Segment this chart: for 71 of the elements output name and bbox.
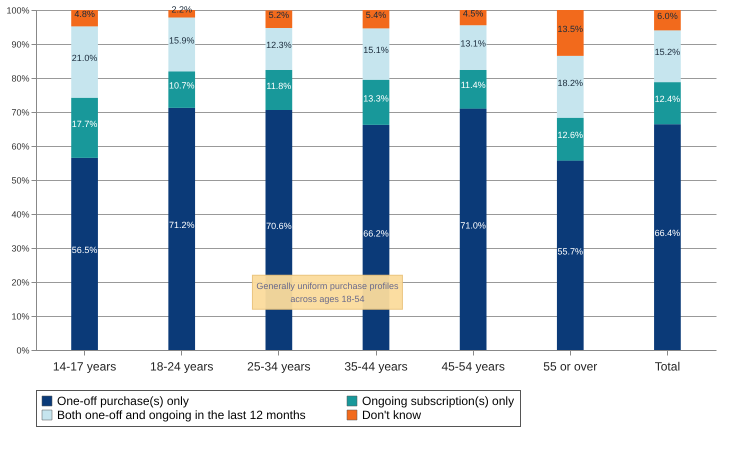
bar bbox=[71, 26, 98, 98]
data-label: 66.2% bbox=[363, 228, 389, 238]
data-label: 12.4% bbox=[654, 94, 680, 104]
bar bbox=[168, 108, 196, 350]
data-label: 15.9% bbox=[168, 36, 194, 46]
bar bbox=[362, 28, 390, 80]
y-tick-label: 40% bbox=[11, 210, 30, 220]
y-tick-label: 100% bbox=[6, 6, 30, 16]
bar bbox=[654, 82, 681, 124]
data-label: 13.3% bbox=[363, 93, 389, 104]
data-label: 71.2% bbox=[168, 220, 194, 230]
data-label: 11.8% bbox=[266, 80, 292, 91]
legend-label: Ongoing subscription(s) only bbox=[362, 394, 514, 408]
bar bbox=[654, 30, 681, 82]
x-tick-label: 55 or over bbox=[543, 360, 598, 374]
data-label: 11.4% bbox=[460, 80, 486, 90]
data-label: 66.4% bbox=[654, 228, 680, 238]
data-label: 6.0% bbox=[657, 11, 678, 22]
bar bbox=[556, 56, 584, 118]
bar bbox=[460, 70, 486, 109]
y-tick-label: 60% bbox=[11, 142, 30, 152]
bar bbox=[71, 158, 98, 350]
y-tick-label: 90% bbox=[11, 40, 30, 50]
x-tick-label: 18-24 years bbox=[150, 360, 214, 374]
data-label: 12.6% bbox=[558, 130, 584, 140]
data-label: 13.1% bbox=[460, 38, 486, 49]
data-label: 15.2% bbox=[654, 47, 680, 58]
y-tick-label: 70% bbox=[11, 108, 30, 118]
bar bbox=[266, 28, 292, 70]
bar bbox=[168, 72, 196, 108]
bar bbox=[460, 25, 486, 70]
data-label: 21.0% bbox=[72, 53, 98, 64]
data-label: 18.2% bbox=[558, 78, 584, 88]
data-label: 5.4% bbox=[366, 10, 386, 20]
data-label: 12.3% bbox=[266, 40, 292, 50]
data-label: 17.7% bbox=[72, 118, 98, 129]
bar bbox=[362, 80, 390, 125]
bar bbox=[654, 124, 681, 350]
data-label: 10.7% bbox=[168, 80, 194, 91]
data-label: 71.0% bbox=[460, 220, 486, 230]
x-tick-label: 35-44 years bbox=[344, 360, 408, 374]
bar bbox=[556, 118, 584, 161]
bar bbox=[71, 98, 98, 158]
bar bbox=[556, 10, 584, 56]
legend-label: Don't know bbox=[362, 408, 422, 422]
data-label: 15.1% bbox=[363, 45, 389, 56]
y-tick-label: 50% bbox=[11, 176, 30, 186]
bar bbox=[168, 17, 196, 72]
annotation: Generally uniform purchase profiles across ages 18-54 bbox=[256, 281, 399, 304]
legend-label: One-off purchase(s) only bbox=[57, 394, 189, 408]
y-tick-label: 10% bbox=[11, 312, 30, 322]
y-tick-label: 0% bbox=[16, 346, 30, 356]
y-tick-label: 30% bbox=[11, 244, 30, 254]
bar bbox=[460, 108, 486, 350]
data-label: 70.6% bbox=[266, 220, 292, 231]
x-tick-label: 45-54 years bbox=[441, 360, 505, 374]
x-tick-label: 25-34 years bbox=[247, 360, 311, 374]
data-label: 4.8% bbox=[74, 9, 95, 20]
data-label: 2.2% bbox=[171, 4, 192, 15]
data-label: 56.5% bbox=[72, 244, 98, 255]
x-tick-label: Total bbox=[654, 360, 680, 374]
bar bbox=[266, 70, 292, 110]
y-tick-label: 20% bbox=[11, 278, 30, 288]
data-label: 55.7% bbox=[558, 246, 584, 256]
data-label: 4.5% bbox=[462, 8, 484, 19]
legend-label: Both one-off and ongoing in the last 12 months bbox=[57, 408, 306, 422]
data-label: 13.5% bbox=[558, 24, 584, 34]
data-label: 5.2% bbox=[268, 10, 290, 20]
y-tick-label: 80% bbox=[11, 74, 30, 84]
bar bbox=[556, 160, 584, 350]
x-tick-label: 14-17 years bbox=[52, 360, 116, 374]
